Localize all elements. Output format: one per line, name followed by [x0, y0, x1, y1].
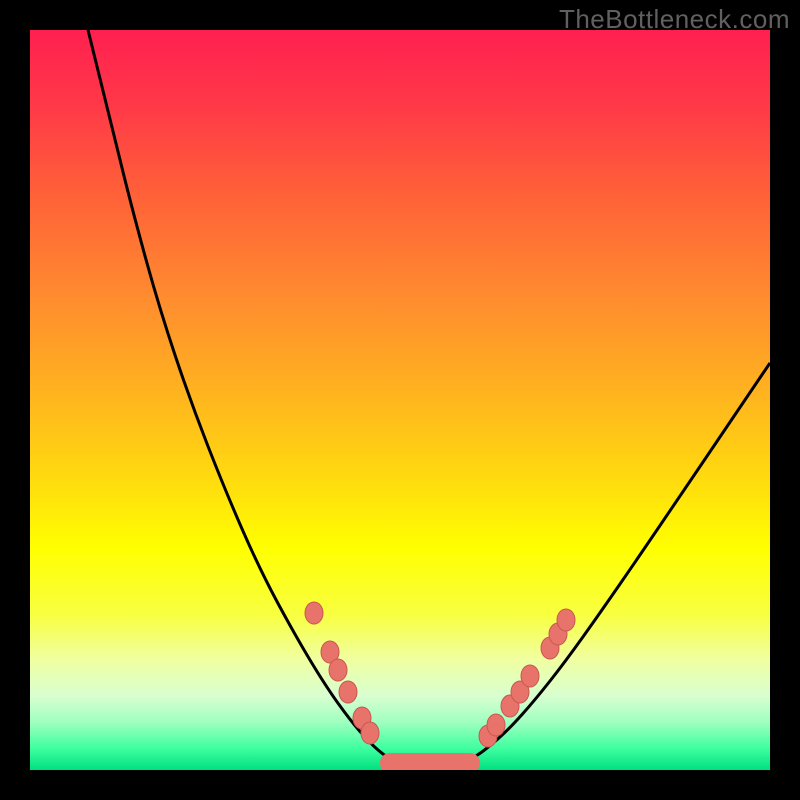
curve-marker: [329, 659, 347, 681]
curve-marker: [487, 714, 505, 736]
curve-marker: [305, 602, 323, 624]
curve-marker: [521, 665, 539, 687]
curve-marker: [557, 609, 575, 631]
valley-curve: [88, 30, 770, 768]
plot-area: [30, 30, 770, 770]
curve-marker: [361, 722, 379, 744]
curve-layer: [30, 30, 770, 770]
valley-flat-marker: [380, 753, 480, 770]
watermark-text: TheBottleneck.com: [559, 4, 790, 35]
marker-group: [305, 602, 575, 770]
curve-marker: [339, 681, 357, 703]
